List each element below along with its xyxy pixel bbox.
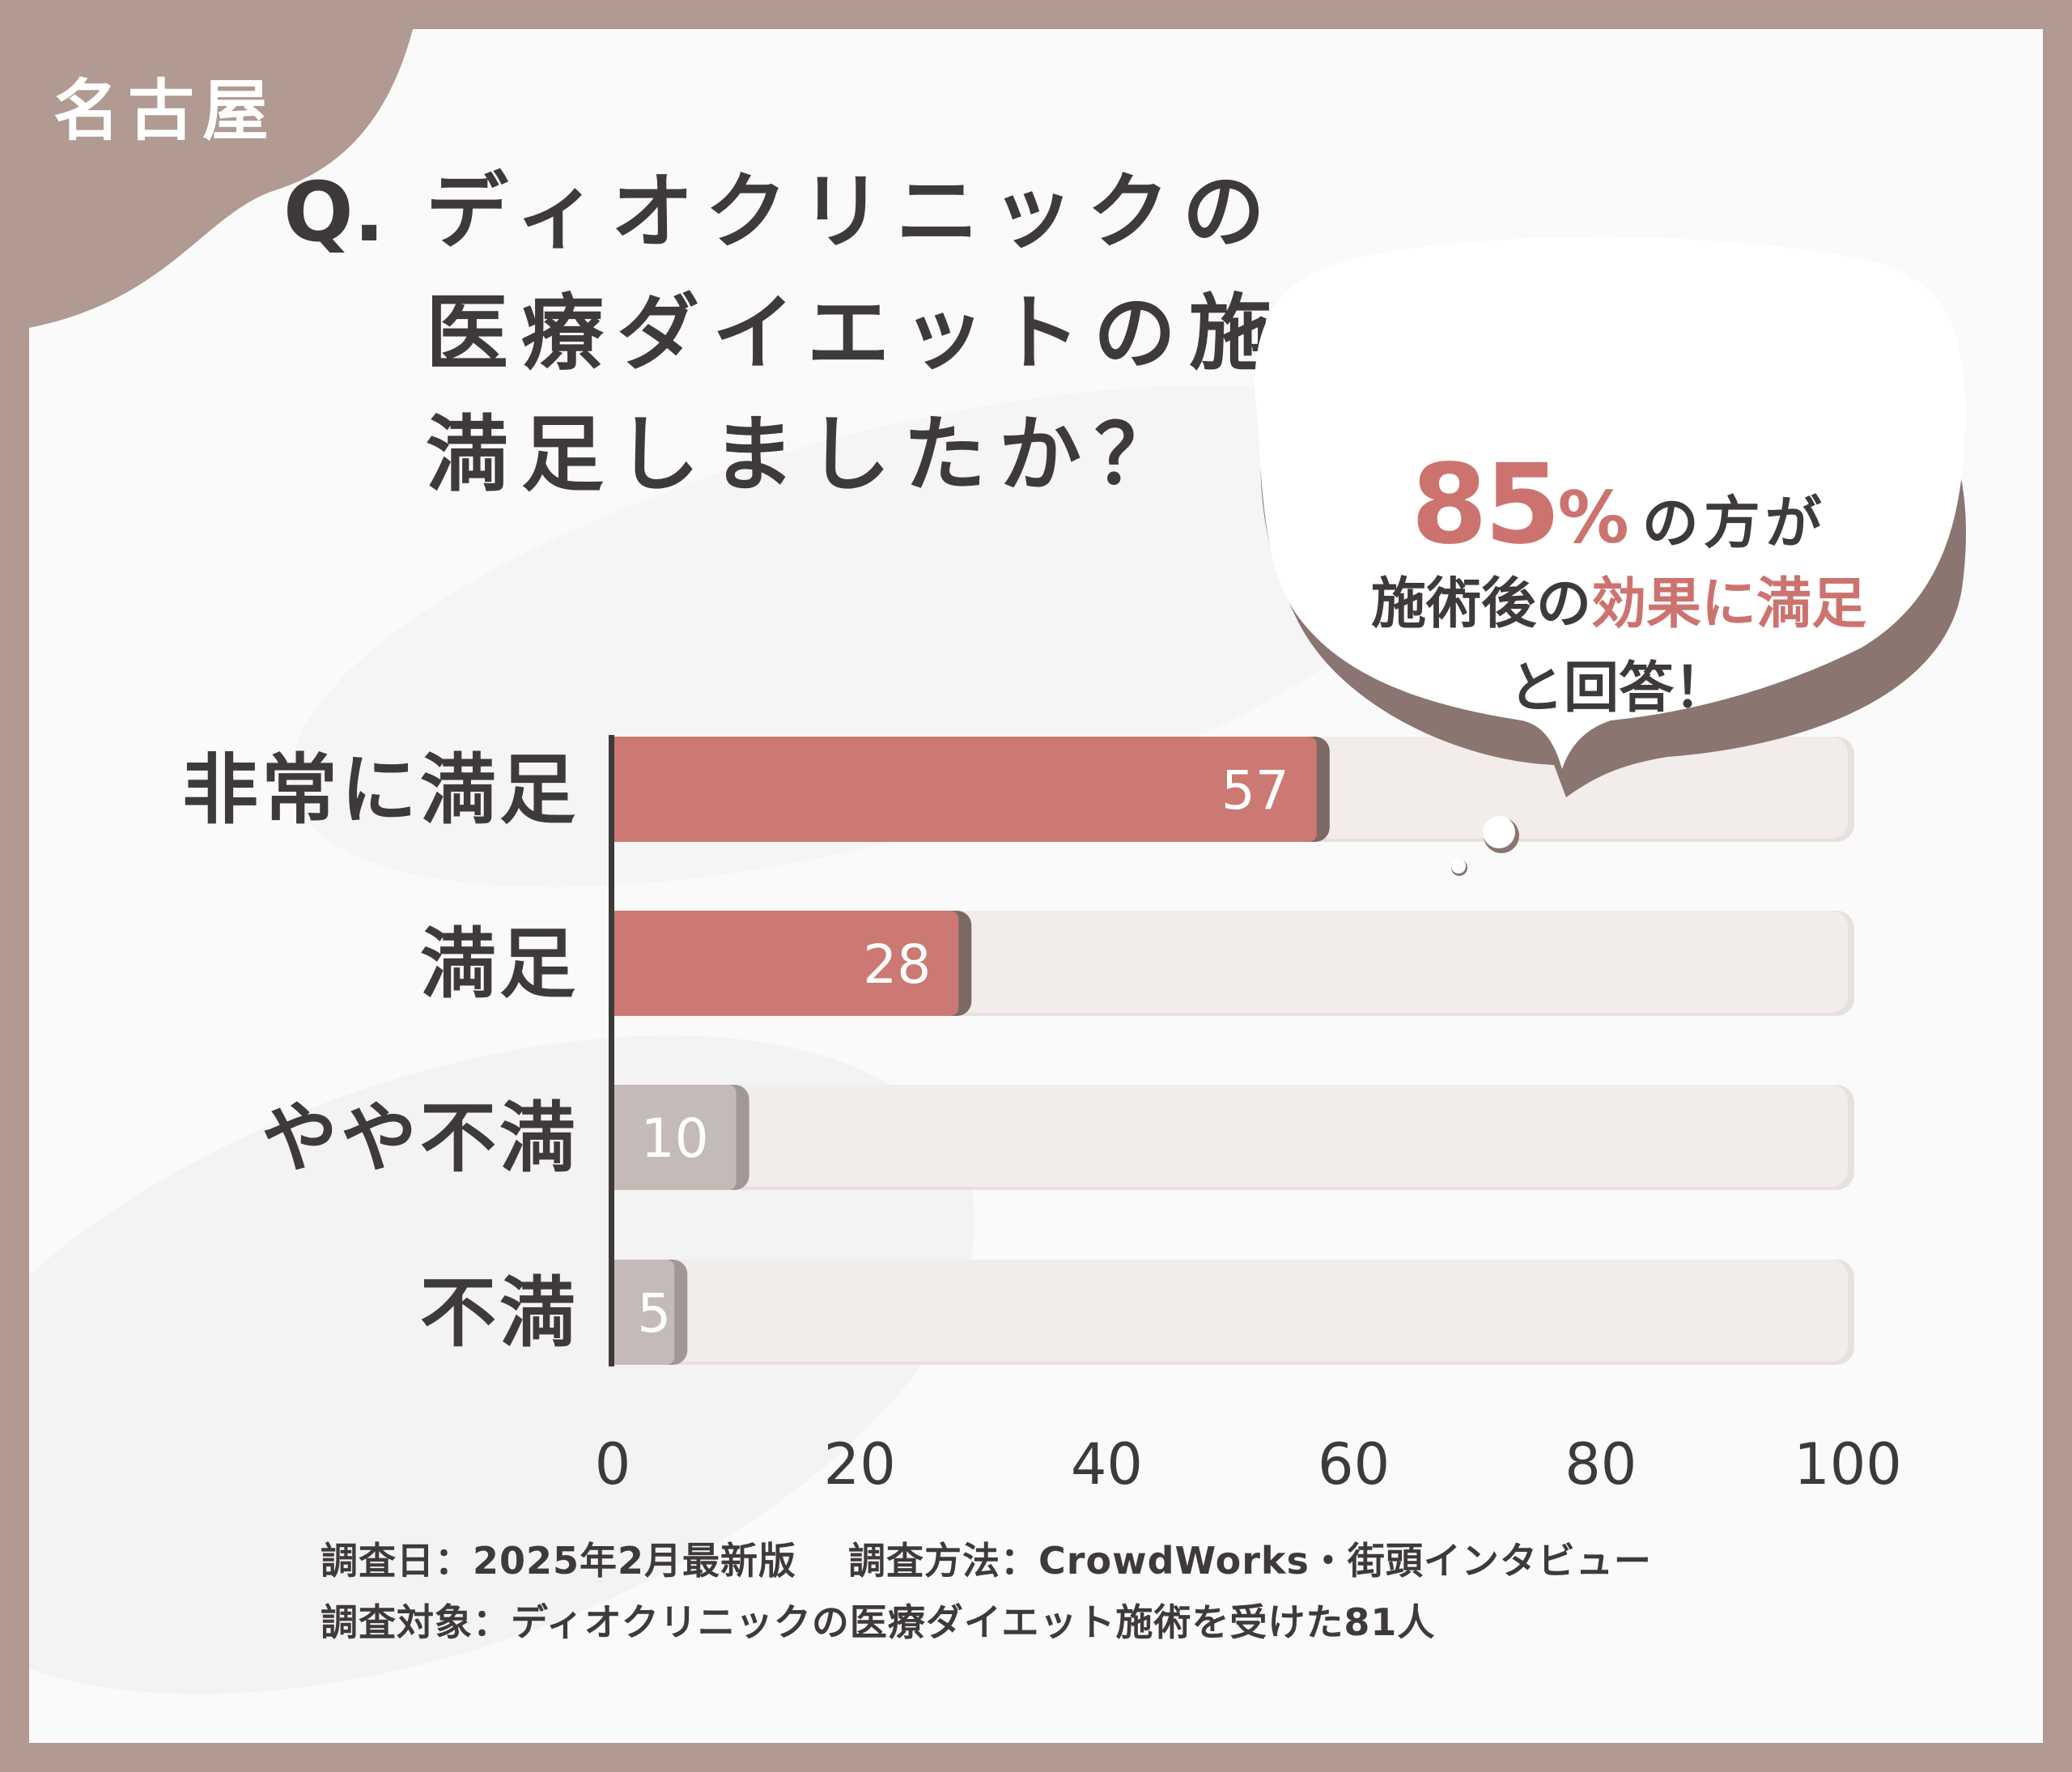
- category-label: やや不満: [261, 1094, 579, 1183]
- bar-value-label: 10: [641, 1107, 709, 1170]
- category-label: 満足: [420, 920, 579, 1009]
- bar-base: [613, 737, 629, 842]
- callout-line3: と回答！: [1508, 657, 1729, 720]
- x-tick-label: 60: [1318, 1431, 1390, 1498]
- x-tick-label: 0: [595, 1431, 631, 1498]
- question-line-1: ディオクリニックの: [426, 164, 1278, 261]
- footnote-line-1: 調査日：2025年2月最新版 調査方法：CrowdWorks・街頭インタビュー: [321, 1539, 1652, 1583]
- callout-percent: 85: [1411, 441, 1560, 569]
- bar-base: [613, 911, 629, 1016]
- x-tick-label: 40: [1071, 1431, 1143, 1498]
- callout-line1-rest: の方が: [1641, 490, 1827, 556]
- callout-percent-unit: %: [1557, 476, 1629, 559]
- bar: [613, 1085, 737, 1190]
- callout-line2-accent: 効果に満足: [1591, 572, 1867, 636]
- bar: [613, 737, 1317, 842]
- bar-base: [613, 1260, 629, 1365]
- thought-bubble-dot: [1483, 816, 1515, 848]
- survey-footnote: 調査日：2025年2月最新版 調査方法：CrowdWorks・街頭インタビュー …: [321, 1530, 1652, 1653]
- region-label: 名古屋: [53, 73, 278, 150]
- category-label: 不満: [420, 1269, 579, 1358]
- bar-value-label: 5: [637, 1282, 671, 1345]
- bar: [613, 911, 959, 1016]
- bar-value-label: 57: [1221, 759, 1289, 822]
- bar-track: [613, 1260, 1848, 1362]
- y-axis-line: [609, 735, 614, 1366]
- thought-bubble-dot: [1451, 859, 1466, 873]
- footnote-line-2: 調査対象：ディオクリニックの医療ダイエット施術を受けた81人: [321, 1600, 1436, 1644]
- category-label: 非常に満足: [182, 746, 579, 835]
- bar-value-label: 28: [863, 933, 931, 996]
- question-mark: Q.: [283, 164, 385, 261]
- question-title: ディオクリニックの 医療ダイエットの施術後の効果に 満足しましたか？: [426, 152, 1858, 516]
- bar-track: [613, 1085, 1848, 1187]
- callout-text: 85% の方が 施術後の効果に満足 と回答！: [1255, 441, 1983, 731]
- x-tick-label: 100: [1794, 1431, 1902, 1498]
- x-tick-label: 80: [1565, 1431, 1637, 1498]
- callout-line2-dark: 施術後の: [1370, 572, 1591, 636]
- bar-base: [613, 1085, 629, 1190]
- x-tick-label: 20: [824, 1431, 896, 1498]
- question-line-3: 満足しましたか？: [426, 407, 1190, 504]
